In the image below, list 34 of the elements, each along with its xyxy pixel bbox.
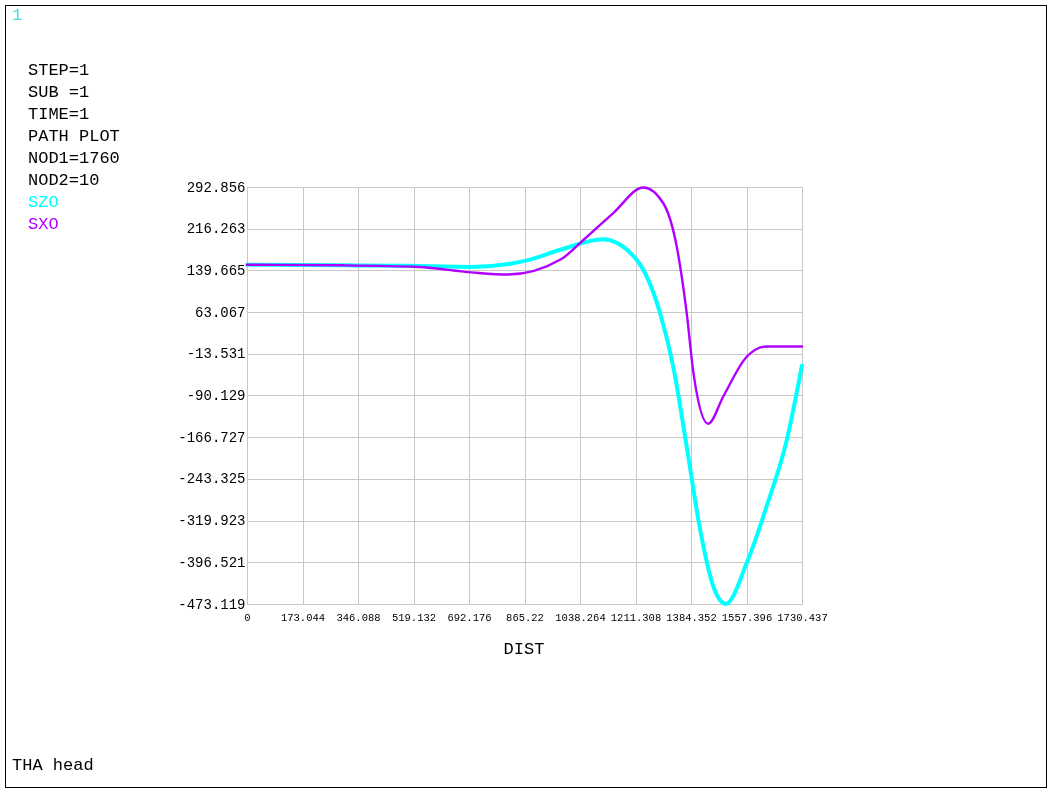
x-tick-label: 173.044 <box>280 611 326 624</box>
y-tick-label: -13.531 <box>186 346 246 363</box>
y-tick-label: -473.119 <box>178 596 246 613</box>
x-tick-label: 1038.264 <box>555 611 606 624</box>
text: SXO <box>28 215 59 234</box>
x-tick-label: 865.22 <box>506 611 544 624</box>
x-tick-label: 1557.396 <box>721 611 773 624</box>
y-tick-label: -243.325 <box>178 471 246 488</box>
y-tick-label: -396.521 <box>178 554 246 571</box>
x-tick-label: 0 <box>244 611 251 624</box>
x-axis-title: DIST <box>503 640 545 659</box>
text: NOD2=10 <box>28 171 100 190</box>
y-tick-label: -166.727 <box>178 429 246 446</box>
text: THA head <box>12 756 94 775</box>
text: TIME=1 <box>28 105 90 124</box>
y-tick-label: 216.263 <box>186 221 246 238</box>
x-tick-label: 1384.352 <box>666 611 717 624</box>
text: SUB =1 <box>28 83 90 102</box>
text: PATH PLOT <box>28 127 120 146</box>
y-tick-label: -319.923 <box>178 513 246 530</box>
text: NOD1=1760 <box>28 149 120 168</box>
text: 1 <box>12 6 23 25</box>
text: SZO <box>28 193 59 212</box>
x-tick-label: 1730.437 <box>777 611 828 624</box>
x-tick-label: 346.088 <box>336 611 381 624</box>
x-tick-label: 692.176 <box>447 611 492 624</box>
x-tick-label: 1211.308 <box>610 611 662 624</box>
line-series <box>245 186 804 425</box>
x-tick-label: 519.132 <box>391 611 437 624</box>
y-tick-label: 139.665 <box>186 262 246 279</box>
y-tick-label: 292.856 <box>186 179 246 196</box>
y-tick-label: -90.129 <box>186 388 246 404</box>
text: STEP=1 <box>28 61 90 80</box>
y-tick-label: 63.067 <box>195 304 246 321</box>
